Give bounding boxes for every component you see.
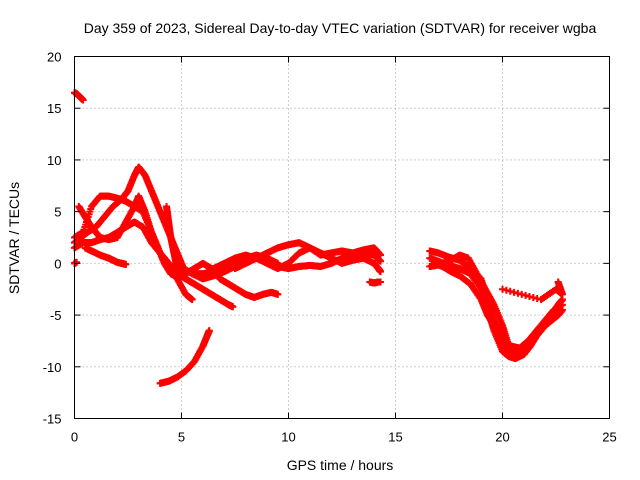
x-tick-labels: 0 5 10 15 20 25 bbox=[71, 430, 617, 445]
data-point bbox=[122, 260, 130, 268]
data-point bbox=[377, 278, 385, 286]
data-point bbox=[520, 347, 528, 355]
series-track-q bbox=[426, 251, 528, 358]
data-point bbox=[205, 327, 213, 335]
data-point bbox=[510, 288, 518, 296]
data-point bbox=[377, 268, 385, 276]
data-point bbox=[499, 285, 506, 293]
x-tick-label: 0 bbox=[71, 430, 78, 445]
data-point bbox=[377, 257, 385, 265]
x-tick-label: 20 bbox=[495, 430, 509, 445]
x-tick-label: 10 bbox=[281, 430, 295, 445]
data-point bbox=[522, 291, 530, 299]
series-track-m bbox=[366, 278, 385, 287]
grid bbox=[74, 56, 610, 419]
data-point bbox=[514, 289, 522, 297]
data-point bbox=[188, 296, 196, 304]
y-axis-title: SDTVAR / TECUs bbox=[6, 182, 22, 294]
data-point bbox=[178, 270, 185, 278]
axis-ticks bbox=[74, 56, 610, 419]
data-point bbox=[529, 293, 537, 301]
y-tick-label: 0 bbox=[54, 256, 61, 271]
y-tick-label: -10 bbox=[43, 360, 62, 375]
series-track-p bbox=[430, 259, 566, 352]
y-tick-label: -15 bbox=[43, 412, 62, 427]
data-point bbox=[274, 290, 282, 298]
series-track-r bbox=[499, 278, 566, 304]
series-track-l bbox=[231, 239, 385, 273]
data-point bbox=[518, 290, 526, 298]
data-point bbox=[229, 303, 237, 311]
x-tick-label: 5 bbox=[178, 430, 185, 445]
series-track-h bbox=[156, 327, 213, 387]
data-point bbox=[558, 301, 566, 309]
data-point bbox=[377, 251, 385, 259]
data-series bbox=[71, 89, 566, 387]
y-tick-label: -5 bbox=[50, 308, 62, 323]
data-point bbox=[79, 96, 87, 104]
data-point bbox=[554, 278, 562, 286]
x-tick-label: 15 bbox=[388, 430, 402, 445]
series-track-e bbox=[75, 192, 282, 301]
series-track-g bbox=[71, 258, 81, 267]
series-track-a bbox=[71, 89, 87, 104]
chart-title: Day 359 of 2023, Sidereal Day-to-day VTE… bbox=[84, 20, 597, 36]
series-track-i bbox=[163, 202, 185, 278]
data-point bbox=[525, 292, 533, 300]
plot-frame bbox=[74, 56, 610, 419]
x-tick-label: 25 bbox=[602, 430, 616, 445]
y-tick-label: 5 bbox=[54, 205, 61, 220]
data-point bbox=[506, 287, 514, 295]
x-axis-title: GPS time / hours bbox=[287, 457, 394, 473]
y-tick-label: 15 bbox=[47, 101, 61, 116]
data-point bbox=[502, 286, 510, 294]
y-tick-labels: -15 -10 -5 0 5 10 15 20 bbox=[43, 50, 62, 427]
series-track-f bbox=[81, 244, 130, 268]
y-tick-label: 20 bbox=[47, 50, 61, 65]
y-tick-label: 10 bbox=[47, 153, 61, 168]
